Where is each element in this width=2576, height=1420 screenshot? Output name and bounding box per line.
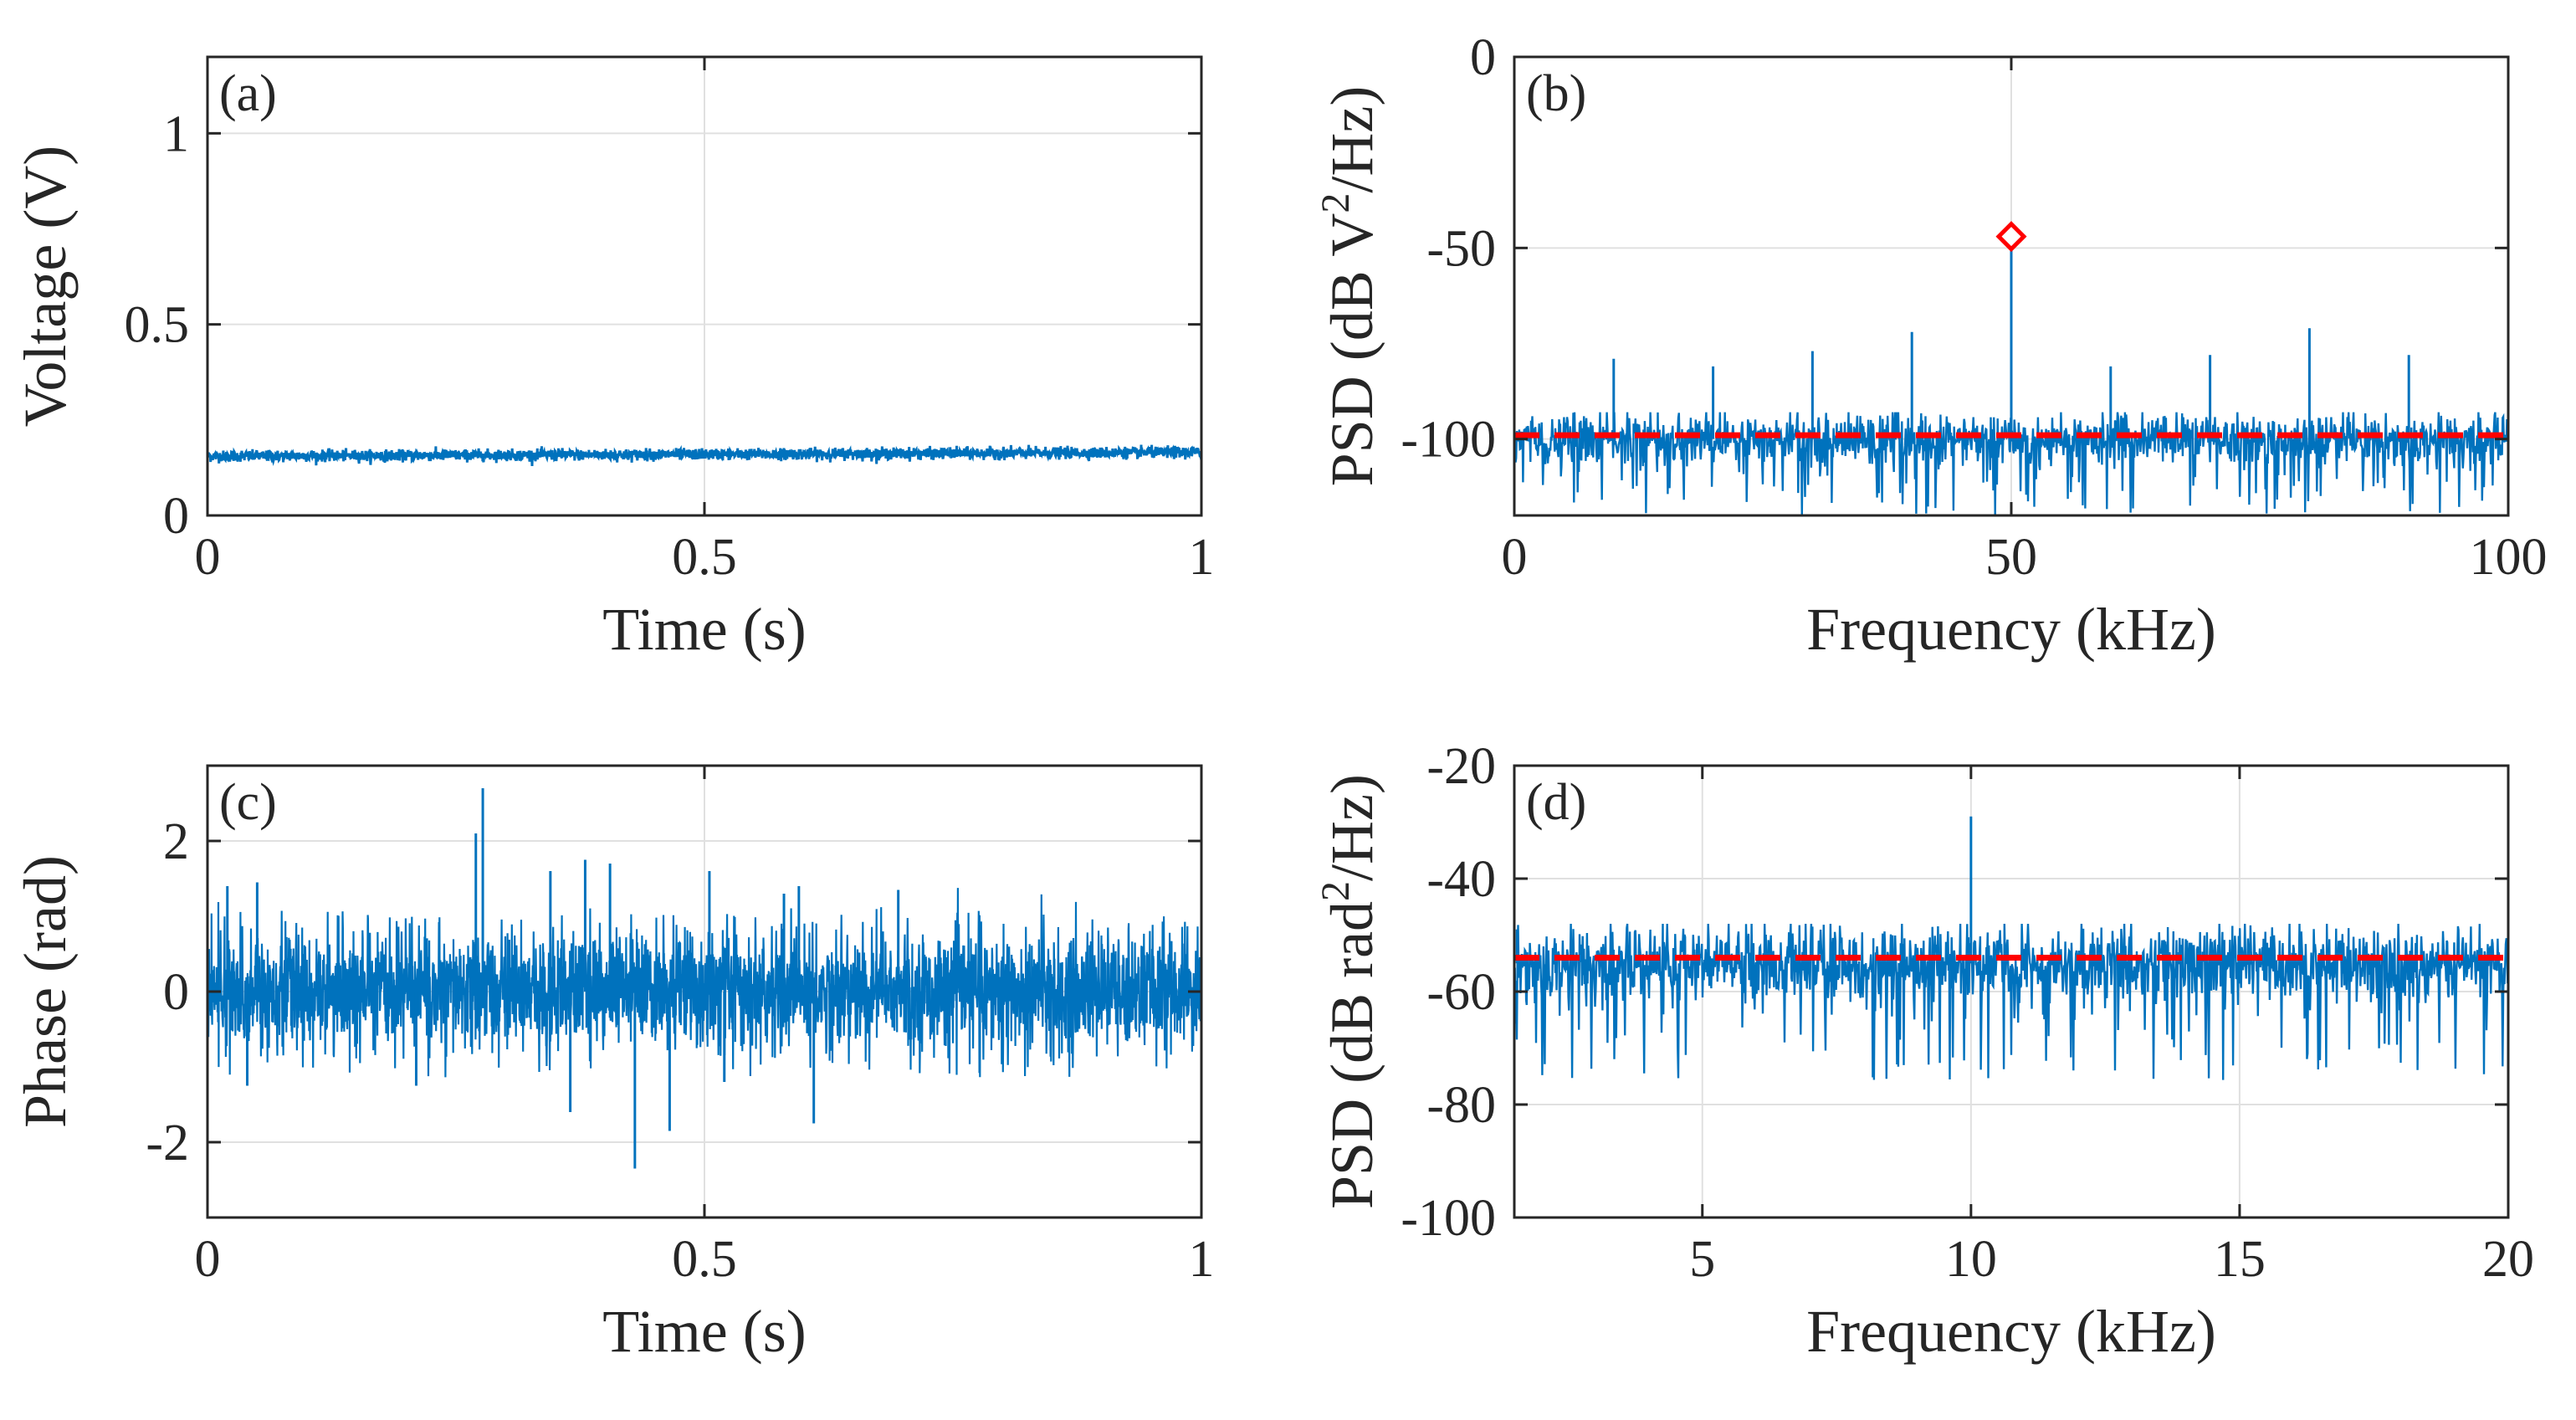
chart-a-ytick-label-1: 0.5 <box>125 297 190 354</box>
chart-a-xtick-label-2: 1 <box>1189 529 1215 586</box>
chart-b-xtick-label-0: 0 <box>1502 529 1528 586</box>
chart-d-xtick-label-0: 5 <box>1689 1231 1715 1288</box>
chart-c-ylabel: Phase (rad) <box>12 855 79 1128</box>
chart-c-xtick-label-2: 1 <box>1189 1231 1215 1288</box>
chart-d-xlabel: Frequency (kHz) <box>1806 1298 2216 1365</box>
chart-a-ytick-label-2: 1 <box>163 105 189 162</box>
chart-d-ytick-label-3: -80 <box>1426 1077 1496 1134</box>
chart-a-xtick-label-0: 0 <box>195 529 221 586</box>
chart-b-series-psd <box>1514 412 2508 515</box>
chart-c-xtick-label-0: 0 <box>195 1231 221 1288</box>
chart-b-xtick-label-2: 100 <box>2470 529 2548 586</box>
subplot-b: 0 50 100 0 -50 -100 (b) Frequency (kHz) PSD (dB … <box>1314 29 2548 663</box>
chart-b-ylabel-main: PSD (dB V <box>1319 213 1385 487</box>
chart-c-data <box>207 788 1201 1169</box>
subplot-c: 0 0.5 1 2 0 -2 (c) Time (s) Phase (rad) <box>12 764 1215 1365</box>
chart-c-xtick-label-1: 0.5 <box>672 1231 737 1288</box>
chart-b-panel-label: (b) <box>1526 65 1586 122</box>
chart-d-xtick-label-2: 15 <box>2214 1231 2266 1288</box>
chart-c-ytick-label-1: 0 <box>163 964 189 1021</box>
chart-c-panel-label: (c) <box>219 774 277 831</box>
chart-a-xlabel: Time (s) <box>602 596 806 663</box>
chart-b-ylabel-sup: 2 <box>1314 193 1358 213</box>
chart-b-peak-marker <box>1995 221 2027 253</box>
chart-d-ylabel-main: PSD (dB rad <box>1319 901 1385 1209</box>
chart-d-panel-label: (d) <box>1526 774 1586 831</box>
chart-b-ytick-label-2: -100 <box>1401 412 1496 469</box>
chart-d-series-psd <box>1514 923 2508 1080</box>
chart-c-series-phase <box>207 888 1201 1078</box>
chart-d-ylabel-sup: 2 <box>1314 881 1358 901</box>
chart-a-xtick-label-1: 0.5 <box>672 529 737 586</box>
chart-b-ylabel-unit: /Hz) <box>1319 86 1385 193</box>
chart-b-ylabel: PSD (dB V2/Hz) <box>1314 86 1385 487</box>
subplot-a: 0 0.5 1 0 0.5 1 (a) Time (s) Voltage (V) <box>12 55 1215 663</box>
chart-d-ylabel-unit: /Hz) <box>1319 774 1385 881</box>
chart-d-xtick-label-1: 10 <box>1945 1231 1997 1288</box>
chart-b-ytick-label-0: 0 <box>1470 29 1496 86</box>
chart-a-panel-label: (a) <box>219 65 277 122</box>
chart-b-xlabel: Frequency (kHz) <box>1806 596 2216 663</box>
chart-c-xlabel: Time (s) <box>602 1298 806 1365</box>
chart-b-xtick-label-1: 50 <box>1985 529 2037 586</box>
chart-a-ytick-label-0: 0 <box>163 488 189 545</box>
chart-b-ytick-label-1: -50 <box>1426 220 1496 277</box>
chart-d-ytick-label-1: -40 <box>1426 851 1496 908</box>
chart-a-series-voltage <box>207 444 1201 466</box>
chart-c-ytick-label-0: 2 <box>163 813 189 870</box>
chart-d-ytick-label-2: -60 <box>1426 964 1496 1021</box>
chart-d-data <box>1514 816 2508 1080</box>
chart-b-data <box>1514 126 2508 515</box>
chart-c-ytick-label-2: -2 <box>146 1115 189 1171</box>
chart-a-data <box>207 444 1201 466</box>
chart-d-ytick-label-0: -20 <box>1426 738 1496 795</box>
subplot-d: 5 10 15 20 -20 -40 -60 -80 -100 (d) Frequency (kHz… <box>1314 738 2534 1365</box>
chart-d-ytick-label-4: -100 <box>1401 1190 1496 1247</box>
chart-a-ylabel: Voltage (V) <box>12 146 79 428</box>
chart-d-ylabel: PSD (dB rad2/Hz) <box>1314 774 1385 1209</box>
chart-d-xtick-label-3: 20 <box>2482 1231 2534 1288</box>
